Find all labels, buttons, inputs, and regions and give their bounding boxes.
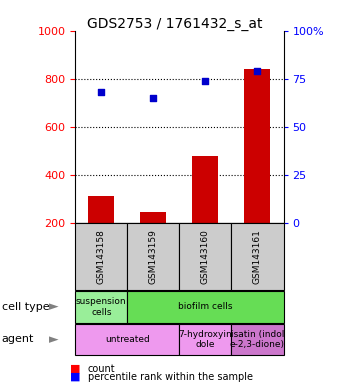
Text: ►: ► — [49, 333, 59, 346]
Text: GSM143159: GSM143159 — [149, 229, 158, 284]
Text: ►: ► — [49, 300, 59, 313]
Point — [150, 95, 156, 101]
Text: GDS2753 / 1761432_s_at: GDS2753 / 1761432_s_at — [87, 17, 263, 31]
Text: isatin (indol
e-2,3-dione): isatin (indol e-2,3-dione) — [230, 330, 285, 349]
Text: agent: agent — [2, 334, 34, 344]
Text: GSM143161: GSM143161 — [253, 229, 262, 284]
Text: count: count — [88, 364, 115, 374]
Text: suspension
cells: suspension cells — [76, 297, 127, 316]
Text: 7-hydroxyin
dole: 7-hydroxyin dole — [178, 330, 232, 349]
Text: cell type: cell type — [2, 302, 49, 312]
Text: ■: ■ — [70, 372, 80, 382]
Text: GSM143160: GSM143160 — [201, 229, 210, 284]
Bar — [193, 156, 218, 223]
Text: percentile rank within the sample: percentile rank within the sample — [88, 372, 252, 382]
Text: biofilm cells: biofilm cells — [178, 302, 233, 311]
Text: ■: ■ — [70, 364, 80, 374]
Point — [98, 89, 104, 95]
Bar — [244, 69, 271, 223]
Text: untreated: untreated — [105, 335, 150, 344]
Point — [203, 78, 208, 84]
Text: GSM143158: GSM143158 — [97, 229, 106, 284]
Bar — [140, 212, 166, 223]
Bar — [88, 196, 114, 223]
Point — [255, 68, 260, 74]
